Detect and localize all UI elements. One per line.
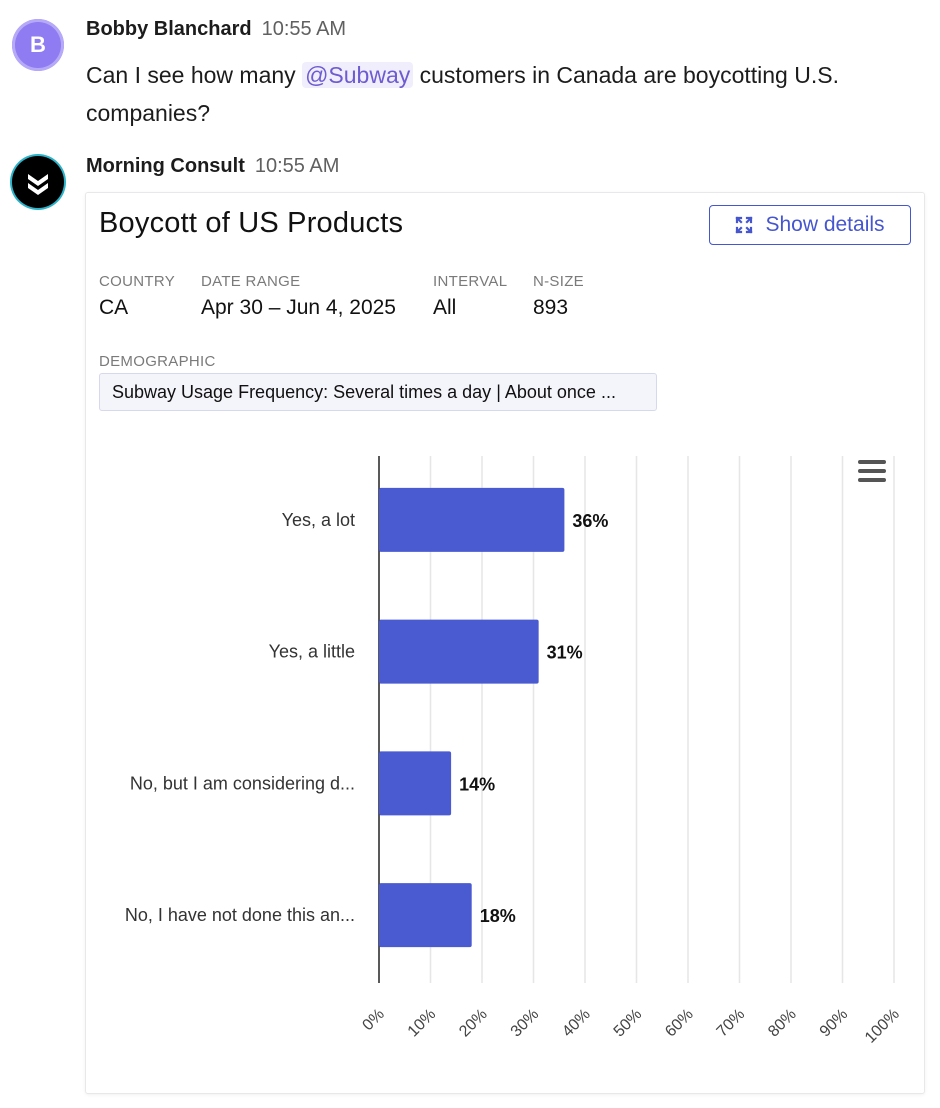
meta-value: All: [433, 296, 457, 319]
category-label: Yes, a lot: [282, 510, 355, 530]
show-details-button[interactable]: Show details: [709, 205, 911, 245]
x-tick-label: 10%: [405, 1006, 440, 1041]
expand-icon: [735, 216, 754, 234]
sender-name-text: Morning Consult: [86, 155, 245, 177]
meta-date-range: DATE RANGE Apr 30 – Jun 4, 2025: [201, 273, 396, 320]
x-tick-label: 50%: [611, 1006, 646, 1041]
meta-label: N-SIZE: [533, 273, 584, 290]
meta-label: COUNTRY: [99, 273, 175, 290]
chart-card: Boycott of US Products Show details COUN…: [85, 192, 925, 1094]
demographic-label: DEMOGRAPHIC: [99, 353, 216, 370]
x-tick-label: 100%: [862, 1006, 903, 1047]
message-text: Can I see how many @Subway customers in …: [86, 56, 916, 132]
meta-interval: INTERVAL All: [433, 273, 507, 320]
demographic-value: Subway Usage Frequency: Several times a …: [112, 381, 616, 402]
x-tick-label: 30%: [508, 1006, 543, 1041]
bar[interactable]: [379, 487, 565, 552]
bar[interactable]: [379, 619, 539, 684]
meta-label: DATE RANGE: [201, 273, 301, 290]
x-tick-label: 40%: [559, 1006, 594, 1041]
sender-name-text: Bobby Blanchard: [86, 18, 252, 40]
x-tick-label: 90%: [817, 1006, 852, 1041]
data-label: 31%: [547, 643, 583, 663]
message-text-before: Can I see how many: [86, 62, 303, 88]
data-label: 14%: [459, 774, 495, 794]
bar-chart: Yes, a lot 36% Yes, a little 31% No, but I a…: [125, 456, 903, 1047]
message-time[interactable]: 10:55 AM: [254, 155, 340, 177]
meta-country: COUNTRY CA: [99, 273, 175, 320]
message-text-after: customers in Canada are boycotting U.S. …: [86, 62, 839, 126]
meta-n-size: N-SIZE 893: [533, 273, 584, 320]
sender-name[interactable]: Bobby Blanchard 10:55 AM: [86, 18, 346, 41]
bar[interactable]: [379, 751, 452, 816]
x-tick-label: 0%: [359, 1006, 387, 1034]
x-tick-label: 80%: [765, 1006, 800, 1041]
avatar-letter: B: [30, 32, 46, 57]
message-time[interactable]: 10:55 AM: [261, 18, 347, 40]
x-tick-label: 20%: [456, 1006, 491, 1041]
avatar[interactable]: B: [12, 19, 64, 71]
category-label: Yes, a little: [269, 642, 355, 662]
message-bobby: B Bobby Blanchard 10:55 AM Can I see how …: [0, 0, 940, 140]
sender-name[interactable]: Morning Consult 10:55 AM: [86, 155, 339, 178]
category-label: No, I have not done this an...: [125, 905, 355, 925]
x-tick-label: 60%: [662, 1006, 697, 1041]
mention-link[interactable]: @Subway: [302, 62, 414, 88]
meta-value: Apr 30 – Jun 4, 2025: [201, 296, 396, 319]
meta-value: CA: [99, 296, 129, 319]
x-tick-label: 70%: [714, 1006, 749, 1041]
chart-menu-icon[interactable]: [858, 460, 886, 482]
bar[interactable]: [379, 883, 472, 948]
card-title: Boycott of US Products: [99, 207, 404, 239]
meta-value: 893: [533, 296, 569, 319]
data-label: 36%: [572, 511, 608, 531]
demographic-filter[interactable]: Subway Usage Frequency: Several times a …: [99, 373, 657, 411]
show-details-label: Show details: [765, 213, 885, 236]
morning-consult-logo-icon[interactable]: [12, 156, 64, 208]
data-label: 18%: [480, 906, 516, 926]
meta-label: INTERVAL: [433, 273, 508, 290]
category-label: No, but I am considering d...: [130, 773, 355, 793]
